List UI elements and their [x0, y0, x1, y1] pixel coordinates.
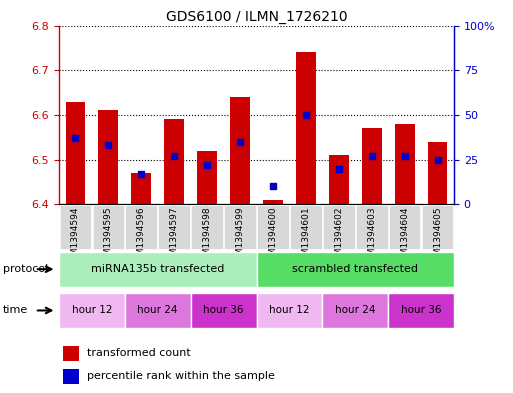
- Text: GSM1394604: GSM1394604: [400, 207, 409, 267]
- Bar: [329, 155, 349, 204]
- Text: GSM1394602: GSM1394602: [334, 207, 343, 267]
- Text: transformed count: transformed count: [87, 348, 190, 358]
- Bar: [59, 252, 256, 287]
- Point: [368, 153, 376, 159]
- Bar: [66, 101, 85, 204]
- Bar: [59, 293, 125, 328]
- Text: hour 24: hour 24: [137, 305, 178, 316]
- Bar: [191, 293, 256, 328]
- Bar: [131, 173, 151, 204]
- Bar: [256, 252, 454, 287]
- Point: [433, 156, 442, 163]
- FancyBboxPatch shape: [290, 205, 322, 249]
- Text: scrambled transfected: scrambled transfected: [292, 264, 418, 274]
- Bar: [125, 293, 191, 328]
- Text: hour 36: hour 36: [401, 305, 441, 316]
- Text: protocol: protocol: [3, 264, 48, 274]
- Point: [334, 165, 343, 172]
- Text: GSM1394603: GSM1394603: [367, 207, 376, 267]
- Bar: [394, 124, 415, 204]
- Bar: [256, 293, 322, 328]
- Text: hour 24: hour 24: [335, 305, 376, 316]
- FancyBboxPatch shape: [126, 205, 157, 249]
- Point: [203, 162, 211, 168]
- Point: [104, 142, 112, 149]
- Point: [269, 183, 277, 189]
- Bar: [63, 369, 79, 384]
- Text: GSM1394595: GSM1394595: [104, 207, 113, 267]
- Text: hour 12: hour 12: [72, 305, 112, 316]
- FancyBboxPatch shape: [191, 205, 223, 249]
- Bar: [263, 200, 283, 204]
- Text: GDS6100 / ILMN_1726210: GDS6100 / ILMN_1726210: [166, 10, 347, 24]
- Point: [302, 112, 310, 118]
- Bar: [322, 293, 388, 328]
- Point: [170, 153, 179, 159]
- Text: GSM1394600: GSM1394600: [268, 207, 278, 267]
- FancyBboxPatch shape: [422, 205, 453, 249]
- Bar: [296, 52, 315, 204]
- Bar: [197, 151, 217, 204]
- Point: [401, 153, 409, 159]
- Text: miRNA135b transfected: miRNA135b transfected: [91, 264, 224, 274]
- Bar: [98, 110, 118, 204]
- Text: GSM1394594: GSM1394594: [71, 207, 80, 267]
- FancyBboxPatch shape: [257, 205, 289, 249]
- Text: time: time: [3, 305, 28, 316]
- FancyBboxPatch shape: [389, 205, 421, 249]
- Text: GSM1394596: GSM1394596: [137, 207, 146, 267]
- Bar: [230, 97, 250, 204]
- Text: GSM1394601: GSM1394601: [301, 207, 310, 267]
- FancyBboxPatch shape: [60, 205, 91, 249]
- FancyBboxPatch shape: [323, 205, 354, 249]
- FancyBboxPatch shape: [92, 205, 124, 249]
- FancyBboxPatch shape: [356, 205, 387, 249]
- Bar: [164, 119, 184, 204]
- Text: percentile rank within the sample: percentile rank within the sample: [87, 371, 274, 381]
- Point: [137, 171, 145, 177]
- Bar: [362, 129, 382, 204]
- Bar: [388, 293, 454, 328]
- Text: hour 12: hour 12: [269, 305, 310, 316]
- Text: GSM1394598: GSM1394598: [203, 207, 212, 267]
- Bar: [428, 142, 447, 204]
- Point: [71, 135, 80, 141]
- Bar: [63, 346, 79, 361]
- Point: [236, 139, 244, 145]
- Text: GSM1394605: GSM1394605: [433, 207, 442, 267]
- Text: GSM1394599: GSM1394599: [235, 207, 245, 267]
- FancyBboxPatch shape: [224, 205, 256, 249]
- Text: GSM1394597: GSM1394597: [170, 207, 179, 267]
- FancyBboxPatch shape: [159, 205, 190, 249]
- Text: hour 36: hour 36: [203, 305, 244, 316]
